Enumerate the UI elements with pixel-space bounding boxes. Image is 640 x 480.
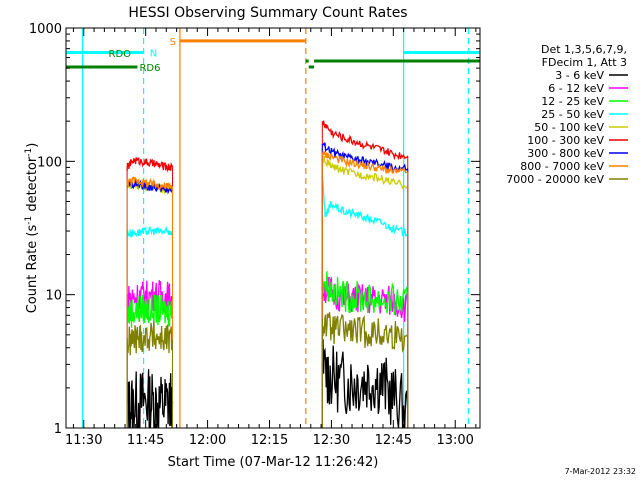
series-line xyxy=(126,294,174,328)
flag-bars xyxy=(66,39,480,69)
y-axis-label-sup1: -1 xyxy=(24,216,34,225)
series-line xyxy=(126,369,174,428)
legend-entry-label: 3 - 6 keV xyxy=(555,69,604,82)
chart-title: HESSI Observing Summary Count Rates xyxy=(128,5,407,21)
series-line xyxy=(321,339,409,428)
series-line xyxy=(126,225,174,239)
date-stamp: 7-Mar-2012 23:32 xyxy=(565,467,636,476)
y-tick-label: 100 xyxy=(37,155,62,170)
plot-frame xyxy=(65,27,481,429)
legend: Det 1,3,5,6,7,9,FDecim 1, Att 33 - 6 keV… xyxy=(506,43,628,186)
series-line xyxy=(126,178,174,195)
series-group xyxy=(126,120,409,428)
y-tick-label: 1 xyxy=(54,422,62,437)
legend-entry-label: 7000 - 20000 keV xyxy=(506,173,604,186)
y-axis-label-main: Count Rate (s xyxy=(25,225,40,314)
series-line xyxy=(126,176,174,191)
x-axis-label: Start Time (07-Mar-12 11:26:42) xyxy=(168,455,379,470)
legend-entry-label: 50 - 100 keV xyxy=(534,121,604,134)
series-line xyxy=(321,155,409,190)
x-tick-label: 12:00 xyxy=(189,433,226,448)
y-axis-label-mid: detector xyxy=(25,156,40,216)
flag-label-rd6: RD6 xyxy=(139,63,160,74)
legend-entry-label: 300 - 800 keV xyxy=(527,147,604,160)
series-line xyxy=(321,312,409,353)
x-axis: 11:30 11:45 12:00 12:15 12:30 12:45 13:00 xyxy=(65,28,477,448)
legend-entry-label: 6 - 12 keV xyxy=(548,82,604,95)
legend-entry-label: 25 - 50 keV xyxy=(541,108,604,121)
y-axis-label: Count Rate (s-1 detector-1) xyxy=(24,143,40,314)
legend-header: FDecim 1, Att 3 xyxy=(542,56,627,69)
instrument-state-lines xyxy=(81,28,470,428)
x-tick-label: 13:00 xyxy=(436,433,473,448)
series-line xyxy=(321,271,409,316)
x-tick-label: 12:15 xyxy=(251,433,288,448)
series-8 xyxy=(126,312,409,428)
y-axis-label-end: ) xyxy=(25,143,40,148)
y-tick-label: 1000 xyxy=(29,22,62,37)
x-tick-label: 11:30 xyxy=(65,433,102,448)
y-axis: 1 10 100 1000 xyxy=(29,22,480,437)
flag-labels: N S RDO RD6 xyxy=(109,37,176,74)
flag-label-n: N xyxy=(150,49,157,60)
series-line xyxy=(126,321,174,356)
y-axis-label-sup2: -1 xyxy=(24,148,34,157)
legend-entry-label: 100 - 300 keV xyxy=(527,134,604,147)
series-line xyxy=(321,120,409,161)
legend-header: Det 1,3,5,6,7,9, xyxy=(541,43,627,56)
series-line xyxy=(321,142,409,174)
y-tick-label: 10 xyxy=(45,289,62,304)
x-tick-label: 11:45 xyxy=(127,433,164,448)
series-line xyxy=(321,175,409,238)
legend-entry-label: 12 - 25 keV xyxy=(541,95,604,108)
x-tick-label: 12:30 xyxy=(313,433,350,448)
legend-entry-label: 800 - 7000 keV xyxy=(520,160,604,173)
flag-label-s: S xyxy=(170,37,176,48)
series-line xyxy=(321,149,408,174)
series-line xyxy=(126,157,174,173)
x-tick-label: 12:45 xyxy=(375,433,412,448)
flag-label-rdo: RDO xyxy=(109,49,132,60)
